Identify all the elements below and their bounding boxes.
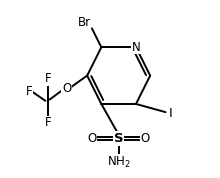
- Text: F: F: [26, 85, 32, 98]
- Text: I: I: [169, 107, 172, 120]
- Text: O: O: [87, 132, 97, 145]
- Text: O: O: [62, 82, 71, 95]
- Text: N: N: [132, 41, 140, 54]
- Text: S: S: [114, 132, 123, 145]
- Text: NH$_2$: NH$_2$: [107, 155, 130, 170]
- Text: O: O: [141, 132, 150, 145]
- Text: F: F: [44, 72, 51, 85]
- Text: Br: Br: [77, 15, 91, 28]
- Text: F: F: [44, 116, 51, 129]
